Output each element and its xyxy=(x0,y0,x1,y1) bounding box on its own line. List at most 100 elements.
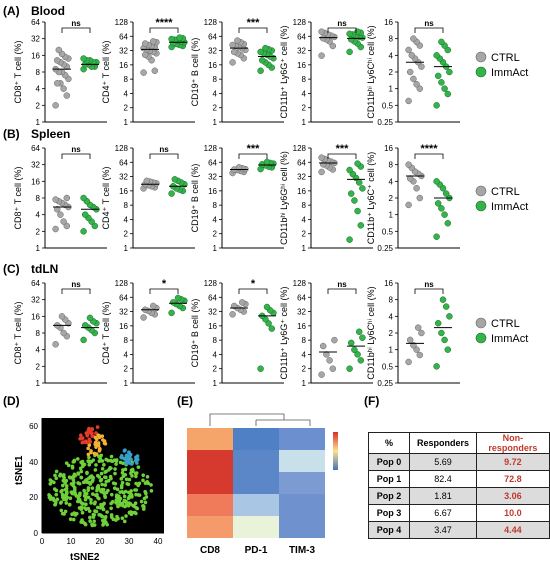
tsne-point xyxy=(129,468,134,473)
y-axis-label: CD4⁺ T cell (%) xyxy=(101,302,111,365)
y-axis-label: CD4⁺ T cell (%) xyxy=(101,167,111,230)
tsne-point xyxy=(63,481,67,485)
tsne-point xyxy=(114,498,119,503)
y-axis-label: CD8⁺ T cell (%) xyxy=(13,41,23,104)
tsne-point xyxy=(93,509,97,513)
tsne-point xyxy=(94,431,98,435)
y-tick-label: 2 xyxy=(213,104,218,113)
immact-point xyxy=(351,346,358,354)
tsne-point xyxy=(68,496,73,500)
ctrl-point xyxy=(413,185,420,192)
tsne-ytick: 60 xyxy=(29,422,38,431)
panel-label-e: (E) xyxy=(177,394,193,408)
y-tick-label: 32 xyxy=(31,161,40,170)
tsne-point xyxy=(51,496,55,501)
immact-point xyxy=(347,190,355,197)
tsne-point xyxy=(122,519,127,524)
ctrl-point xyxy=(143,177,151,185)
ctrl-point xyxy=(408,52,416,59)
immact-point xyxy=(439,296,447,303)
immact-point xyxy=(446,68,453,76)
immact-point xyxy=(438,38,445,46)
table-header: Responders xyxy=(409,432,477,454)
tsne-point xyxy=(58,501,63,505)
scatter-panel: 1 2 4 8 16 32 64 CD8⁺ T cell (%) ns xyxy=(13,18,107,127)
tsne-point xyxy=(105,510,109,514)
significance-bracket xyxy=(238,288,268,294)
tsne-point xyxy=(95,473,100,478)
tsne-point xyxy=(79,433,83,438)
y-tick-label: 8 xyxy=(36,194,41,203)
immact-point xyxy=(351,197,358,204)
immact-point xyxy=(434,320,442,327)
y-tick-label: 8 xyxy=(213,336,218,345)
tsne-point xyxy=(96,443,100,448)
ctrl-point xyxy=(229,311,236,318)
y-tick-label: 1 xyxy=(302,118,307,127)
tsne-point xyxy=(149,483,153,487)
tsne-point xyxy=(105,522,109,527)
y-tick-label: 1 xyxy=(213,379,218,388)
legend-immact-marker xyxy=(475,332,487,344)
tsne-point xyxy=(77,481,82,486)
y-tick-label: 16 xyxy=(119,61,128,70)
tsne-point xyxy=(130,474,134,478)
tsne-point xyxy=(70,464,75,469)
ctrl-point xyxy=(53,206,61,213)
tsne-point xyxy=(144,491,148,496)
tsne-points xyxy=(47,425,154,528)
tsne-point xyxy=(91,458,96,462)
tsne-point xyxy=(90,431,94,435)
tsne-point xyxy=(87,455,91,460)
table-cell: 82.4 xyxy=(409,470,477,488)
legend-ctrl-marker xyxy=(475,51,487,63)
tsne-point xyxy=(83,478,88,483)
y-axis-label: CD11bʰⁱ Ly6Gʰⁱ cell (%) xyxy=(279,151,289,245)
scatter-panel: 1 2 4 8 16 32 64 128 CD4⁺ T cell (%) **** xyxy=(101,17,195,127)
y-tick-label: 1 xyxy=(213,118,218,127)
tsne-point xyxy=(86,506,91,511)
ctrl-point xyxy=(405,358,412,366)
heatmap-cell xyxy=(279,494,325,516)
tsne-point xyxy=(99,502,103,507)
row-title-tdln: tdLN xyxy=(31,262,58,276)
tsne-point xyxy=(60,488,64,493)
immact-point xyxy=(444,46,452,54)
table-cell: 6.67 xyxy=(409,504,477,522)
immact-point xyxy=(268,325,276,332)
tsne-point xyxy=(87,443,92,447)
table-cell: Pop 0 xyxy=(367,453,411,471)
tsne-point xyxy=(94,493,98,498)
ctrl-point xyxy=(149,38,157,45)
tsne-point xyxy=(99,471,104,476)
tsne-point xyxy=(102,439,107,443)
tsne-point xyxy=(93,468,98,472)
tsne-point xyxy=(87,426,91,431)
tsne-point xyxy=(113,471,117,476)
tsne-point xyxy=(113,481,118,486)
y-tick-label: 2 xyxy=(302,230,307,239)
tsne-point xyxy=(72,472,77,477)
heatmap-col-label: CD8 xyxy=(200,545,220,556)
tsne-point xyxy=(91,475,95,480)
immact-point xyxy=(433,52,440,59)
legend-ctrl-label: CTRL xyxy=(491,52,520,64)
tsne-xtick: 10 xyxy=(67,537,76,546)
y-tick-label: 2 xyxy=(124,230,129,239)
heatmap-cell xyxy=(279,450,325,472)
tsne-point xyxy=(64,489,69,494)
ctrl-point xyxy=(416,351,424,359)
tsne-point xyxy=(90,523,95,528)
ctrl-point xyxy=(57,211,64,218)
immact-point xyxy=(441,211,448,218)
scatter-panel: 1 2 4 8 16 32 64 CD8⁺ T cell (%) ns xyxy=(13,144,107,253)
y-tick-label: 4 xyxy=(36,85,41,94)
y-tick-label: 8 xyxy=(389,35,394,44)
tsne-point xyxy=(119,501,123,506)
ctrl-point xyxy=(63,194,71,202)
tsne-point xyxy=(47,493,51,497)
significance-label: *** xyxy=(247,143,261,155)
scatter-panel: 0.25 0.5 1 2 4 8 16 CD11b⁺ Ly6C⁺ cell (%) **** xyxy=(366,143,460,253)
tsne-ytick: 0 xyxy=(34,529,39,538)
